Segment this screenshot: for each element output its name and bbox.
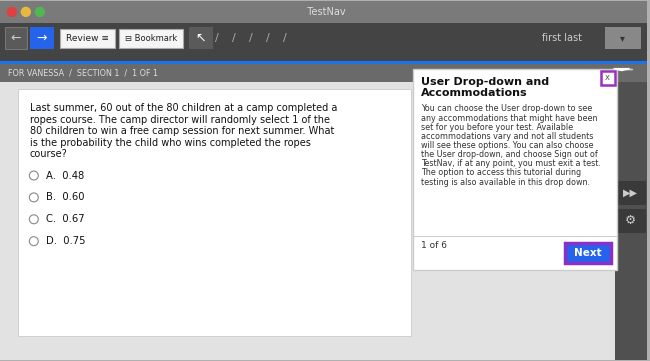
Bar — [5, 27, 27, 49]
Text: TestNav: TestNav — [301, 7, 346, 17]
Text: The option to access this tutorial during: The option to access this tutorial durin… — [421, 169, 581, 178]
Text: User Drop-down and: User Drop-down and — [421, 77, 549, 87]
Text: Last summer, 60 out of the 80 children at a camp completed a: Last summer, 60 out of the 80 children a… — [30, 103, 337, 113]
Text: x: x — [605, 73, 610, 82]
Text: ⊟ Bookmark: ⊟ Bookmark — [125, 34, 177, 43]
Bar — [0, 61, 647, 64]
Circle shape — [29, 171, 38, 180]
Bar — [0, 1, 647, 23]
Text: accommodations vary and not all students: accommodations vary and not all students — [421, 132, 593, 141]
Text: testing is also available in this drop down.: testing is also available in this drop d… — [421, 178, 590, 187]
Bar — [18, 90, 411, 336]
Bar — [565, 243, 611, 262]
Bar — [30, 27, 54, 49]
Text: C.  0.67: C. 0.67 — [46, 214, 84, 224]
Text: any accommodations that might have been: any accommodations that might have been — [421, 114, 597, 122]
Bar — [615, 82, 647, 360]
Text: You can choose the User drop-down to see: You can choose the User drop-down to see — [421, 104, 592, 113]
Bar — [120, 29, 183, 48]
Bar — [601, 71, 615, 84]
Text: →: → — [36, 31, 47, 44]
Text: first last: first last — [542, 33, 582, 43]
Text: FOR VANESSA  /  SECTION 1  /  1 OF 1: FOR VANESSA / SECTION 1 / 1 OF 1 — [8, 68, 158, 77]
Text: /: / — [232, 33, 235, 43]
Text: ↖: ↖ — [196, 31, 206, 44]
Bar — [0, 82, 647, 360]
Text: Accommodations: Accommodations — [421, 88, 527, 99]
Text: /: / — [283, 33, 287, 43]
Text: D.  0.75: D. 0.75 — [46, 236, 85, 246]
Text: /: / — [266, 33, 270, 43]
Bar — [189, 27, 213, 49]
Circle shape — [29, 215, 38, 224]
Bar — [616, 181, 645, 205]
Text: ▶▶: ▶▶ — [623, 188, 638, 198]
Text: ⚙: ⚙ — [625, 214, 636, 227]
Text: set for you before your test. Available: set for you before your test. Available — [421, 123, 573, 132]
Bar — [604, 27, 640, 49]
Text: is the probability the child who wins completed the ropes: is the probability the child who wins co… — [30, 138, 311, 148]
Text: will see these options. You can also choose: will see these options. You can also cho… — [421, 141, 593, 150]
Circle shape — [7, 8, 16, 16]
Text: Next: Next — [574, 248, 602, 258]
Bar — [616, 209, 645, 233]
Bar — [0, 23, 647, 61]
Text: ←: ← — [10, 31, 21, 44]
Text: TestNav, if at any point, you must exit a test.: TestNav, if at any point, you must exit … — [421, 159, 601, 168]
Text: B.  0.60: B. 0.60 — [46, 192, 84, 203]
Text: Review ≡: Review ≡ — [66, 34, 109, 43]
Text: ropes course. The camp director will randomly select 1 of the: ropes course. The camp director will ran… — [30, 115, 330, 125]
Text: A.  0.48: A. 0.48 — [46, 170, 84, 180]
Bar — [0, 64, 647, 82]
Circle shape — [21, 8, 31, 16]
Circle shape — [29, 237, 38, 245]
Circle shape — [35, 8, 44, 16]
Bar — [60, 29, 116, 48]
Text: /: / — [249, 33, 253, 43]
Text: course?: course? — [30, 149, 68, 159]
Polygon shape — [614, 69, 630, 71]
Text: /: / — [215, 33, 218, 43]
Circle shape — [29, 193, 38, 202]
Text: ▾: ▾ — [620, 33, 625, 43]
Text: 80 children to win a free camp session for next summer. What: 80 children to win a free camp session f… — [30, 126, 334, 136]
Text: 1 of 6: 1 of 6 — [421, 241, 447, 250]
Bar — [413, 69, 617, 270]
Text: the User drop-down, and choose Sign out of: the User drop-down, and choose Sign out … — [421, 150, 597, 159]
